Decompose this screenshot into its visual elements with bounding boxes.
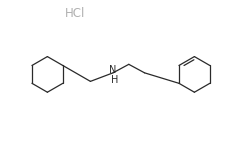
Text: N: N	[109, 65, 117, 75]
Text: HCl: HCl	[65, 7, 86, 20]
Text: H: H	[111, 75, 118, 85]
